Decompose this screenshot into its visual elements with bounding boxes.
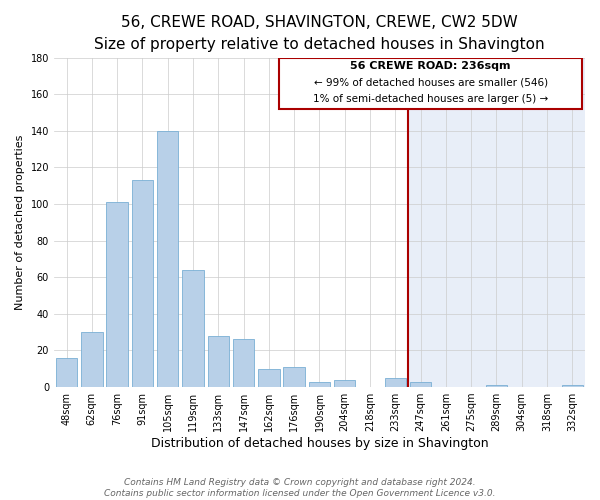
Bar <box>208 336 229 387</box>
Bar <box>408 58 598 387</box>
Bar <box>258 369 280 387</box>
Bar <box>283 367 305 387</box>
X-axis label: Distribution of detached houses by size in Shavington: Distribution of detached houses by size … <box>151 437 488 450</box>
Bar <box>54 58 408 387</box>
Y-axis label: Number of detached properties: Number of detached properties <box>15 134 25 310</box>
Bar <box>106 202 128 387</box>
Text: ← 99% of detached houses are smaller (546): ← 99% of detached houses are smaller (54… <box>314 78 548 88</box>
Bar <box>81 332 103 387</box>
Bar <box>279 58 583 109</box>
Bar <box>410 382 431 387</box>
Bar <box>233 340 254 387</box>
Bar <box>334 380 355 387</box>
Text: 56 CREWE ROAD: 236sqm: 56 CREWE ROAD: 236sqm <box>350 62 511 72</box>
Text: Contains HM Land Registry data © Crown copyright and database right 2024.
Contai: Contains HM Land Registry data © Crown c… <box>104 478 496 498</box>
Bar <box>309 382 330 387</box>
Bar <box>562 386 583 387</box>
Bar <box>182 270 204 387</box>
Bar <box>486 386 507 387</box>
Bar <box>157 131 178 387</box>
Bar <box>131 180 153 387</box>
Text: 1% of semi-detached houses are larger (5) →: 1% of semi-detached houses are larger (5… <box>313 94 548 104</box>
Bar <box>56 358 77 387</box>
Title: 56, CREWE ROAD, SHAVINGTON, CREWE, CW2 5DW
Size of property relative to detached: 56, CREWE ROAD, SHAVINGTON, CREWE, CW2 5… <box>94 15 545 52</box>
Bar <box>385 378 406 387</box>
